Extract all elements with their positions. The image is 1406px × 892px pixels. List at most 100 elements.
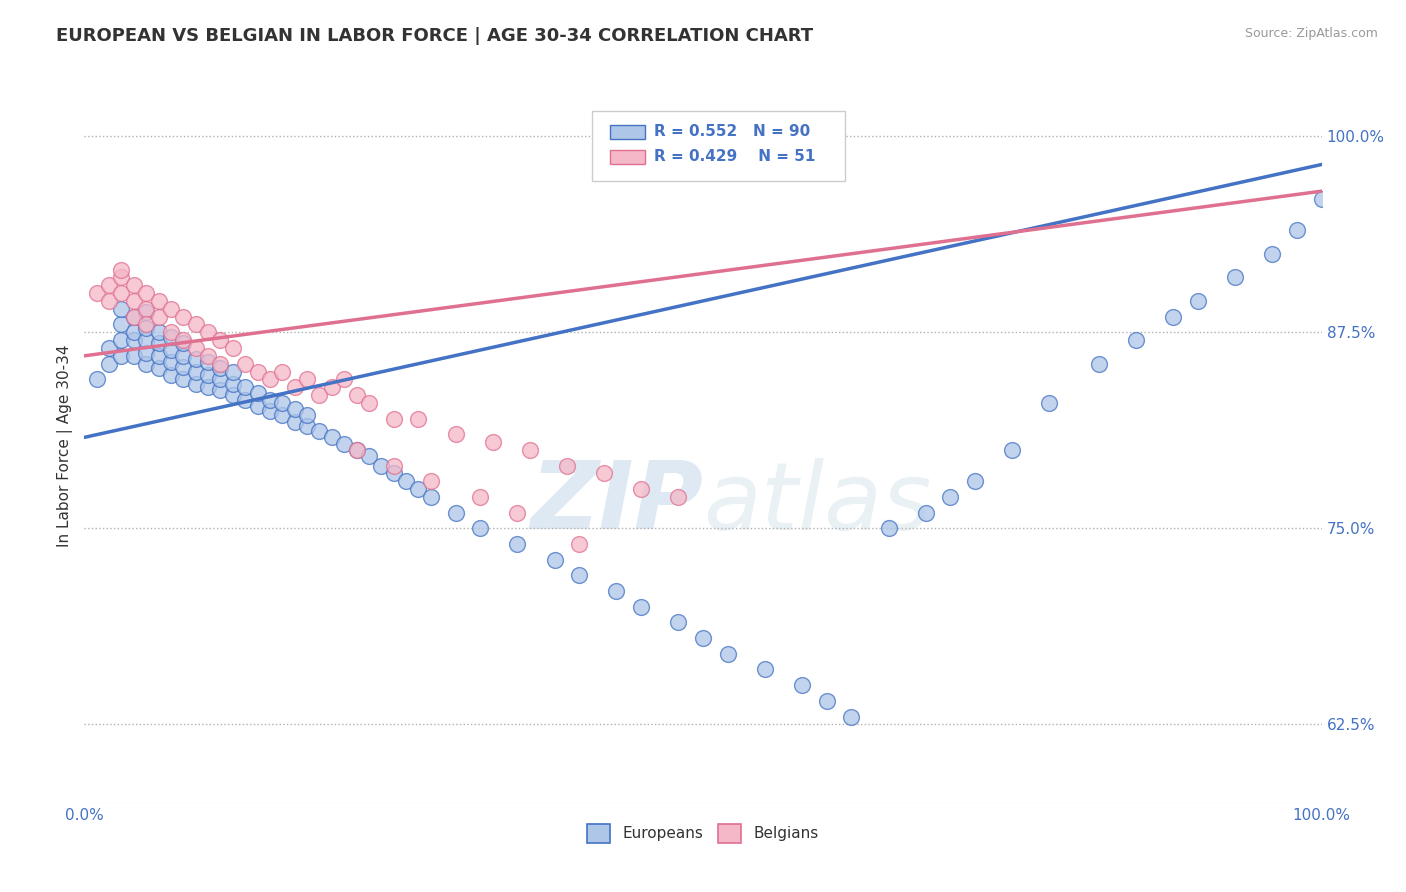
Point: [1001, 442, 1024, 457]
Point: [1310, 192, 1333, 206]
Point: [148, 336, 170, 351]
Point: [122, 310, 145, 324]
Point: [98, 357, 121, 371]
Text: atlas: atlas: [703, 458, 931, 549]
Point: [470, 521, 492, 535]
Point: [357, 396, 380, 410]
Point: [233, 392, 256, 407]
Point: [877, 521, 900, 535]
Point: [209, 361, 232, 376]
Point: [1285, 223, 1308, 237]
Point: [86, 286, 108, 301]
Point: [1261, 247, 1284, 261]
Point: [160, 330, 183, 344]
Point: [939, 490, 962, 504]
Point: [135, 333, 157, 347]
Point: [543, 552, 565, 566]
Point: [382, 458, 405, 473]
Point: [197, 368, 219, 382]
Point: [284, 402, 307, 417]
Point: [246, 399, 269, 413]
Point: [382, 411, 405, 425]
Point: [184, 351, 207, 366]
Point: [110, 262, 132, 277]
Point: [135, 357, 157, 371]
Point: [135, 305, 157, 319]
Point: [1038, 396, 1060, 410]
Point: [1088, 357, 1111, 371]
Point: [271, 409, 294, 423]
Point: [790, 678, 813, 692]
Point: [346, 388, 368, 402]
Text: EUROPEAN VS BELGIAN IN LABOR FORCE | AGE 30-34 CORRELATION CHART: EUROPEAN VS BELGIAN IN LABOR FORCE | AGE…: [56, 27, 813, 45]
Point: [519, 442, 541, 457]
Point: [357, 449, 380, 463]
Point: [321, 380, 343, 394]
Point: [122, 278, 145, 293]
Point: [346, 442, 368, 457]
Point: [914, 506, 936, 520]
Point: [605, 584, 627, 599]
Point: [246, 364, 269, 378]
Point: [197, 349, 219, 363]
Point: [408, 482, 430, 496]
Point: [135, 286, 157, 301]
Point: [184, 318, 207, 332]
Point: [98, 293, 121, 308]
Point: [308, 388, 330, 402]
Text: R = 0.552   N = 90: R = 0.552 N = 90: [654, 124, 810, 139]
Point: [470, 490, 492, 504]
Point: [568, 537, 591, 551]
Point: [172, 333, 194, 347]
Point: [172, 336, 194, 351]
Point: [222, 377, 245, 392]
Y-axis label: In Labor Force | Age 30-34: In Labor Force | Age 30-34: [58, 344, 73, 548]
Point: [197, 355, 219, 369]
Point: [148, 349, 170, 363]
Point: [135, 301, 157, 316]
Point: [148, 293, 170, 308]
Point: [233, 357, 256, 371]
Point: [630, 599, 652, 614]
Point: [506, 537, 529, 551]
Point: [295, 419, 318, 434]
Point: [122, 310, 145, 324]
Point: [135, 320, 157, 334]
Point: [160, 343, 183, 357]
Point: [965, 475, 987, 489]
Point: [209, 333, 232, 347]
Point: [110, 349, 132, 363]
Point: [135, 345, 157, 359]
Point: [444, 506, 467, 520]
Point: [110, 318, 132, 332]
FancyBboxPatch shape: [610, 125, 645, 139]
FancyBboxPatch shape: [610, 150, 645, 164]
Point: [172, 310, 194, 324]
Point: [172, 372, 194, 386]
Point: [370, 458, 392, 473]
Point: [160, 368, 183, 382]
Point: [246, 386, 269, 401]
Point: [841, 709, 863, 723]
Point: [197, 380, 219, 394]
Point: [333, 436, 356, 450]
Point: [271, 364, 294, 378]
Point: [346, 442, 368, 457]
Point: [110, 286, 132, 301]
Point: [666, 615, 689, 630]
Point: [122, 349, 145, 363]
Point: [419, 490, 441, 504]
Point: [481, 435, 503, 450]
Point: [295, 372, 318, 386]
Point: [110, 301, 132, 316]
Point: [160, 326, 183, 340]
Point: [692, 631, 714, 645]
Point: [506, 506, 529, 520]
Point: [86, 372, 108, 386]
Point: [1125, 333, 1147, 347]
Point: [184, 377, 207, 392]
Text: Source: ZipAtlas.com: Source: ZipAtlas.com: [1244, 27, 1378, 40]
Point: [209, 384, 232, 398]
Point: [148, 326, 170, 340]
Point: [717, 647, 740, 661]
